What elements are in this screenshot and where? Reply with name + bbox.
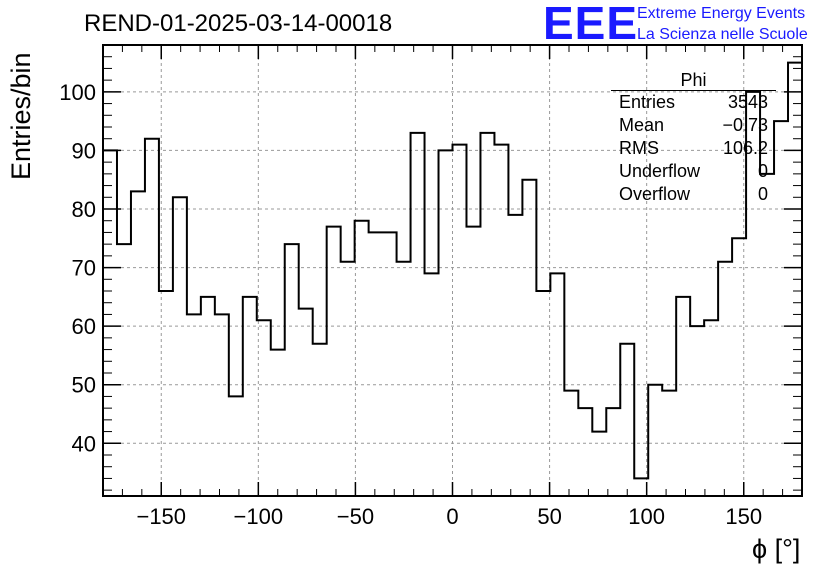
stats-row: RMS 106.2 <box>611 137 776 160</box>
y-tick-label: 80 <box>72 197 96 222</box>
x-tick-label: 50 <box>537 504 561 529</box>
stats-label: Underflow <box>619 161 701 181</box>
logo-subtitle-line2: La Scienza nelle Scuole <box>637 26 808 43</box>
logo-subtitle-line1: Extreme Energy Events <box>637 5 806 22</box>
stats-row: Mean −0.73 <box>611 114 776 137</box>
x-tick-labels: −150 −100 −50 0 50 100 150 <box>136 504 762 529</box>
x-tick-label: −150 <box>136 504 186 529</box>
axis-ticks <box>102 44 803 496</box>
stats-row: Overflow 0 <box>611 183 776 206</box>
stats-label: Mean <box>619 115 665 135</box>
stats-value: 0 <box>757 184 768 204</box>
stats-box: Phi Entries 3543 Mean −0.73 RMS 106.2 Under… <box>611 68 776 206</box>
run-title: REND-01-2025-03-14-00018 <box>84 10 393 37</box>
histogram-step-line <box>103 61 802 480</box>
y-tick-label: 50 <box>72 373 96 398</box>
eee-logo: EEE <box>543 0 639 49</box>
stats-value: 0 <box>757 161 768 181</box>
stats-value: −0.73 <box>722 115 768 135</box>
y-tick-label: 40 <box>72 431 96 456</box>
x-tick-label: −100 <box>234 504 284 529</box>
x-axis-label: ϕ [°] <box>752 534 801 564</box>
y-tick-label: 60 <box>72 314 96 339</box>
y-axis-label: Entries/bin <box>6 52 36 180</box>
x-tick-label: −50 <box>337 504 374 529</box>
stats-value: 106.2 <box>722 138 768 158</box>
x-tick-label: 100 <box>628 504 665 529</box>
y-tick-label: 90 <box>72 138 96 163</box>
x-tick-label: 0 <box>446 504 458 529</box>
stats-row: Entries 3543 <box>611 91 776 114</box>
stats-row: Underflow 0 <box>611 160 776 183</box>
stats-title: Phi <box>611 68 776 91</box>
stats-label: Overflow <box>619 184 691 204</box>
x-tick-label: 150 <box>725 504 762 529</box>
y-tick-label: 100 <box>59 80 96 105</box>
y-tick-label: 70 <box>72 256 96 281</box>
stats-label: Entries <box>619 92 676 112</box>
stats-label: RMS <box>619 138 659 158</box>
stats-value: 3543 <box>727 92 768 112</box>
y-tick-labels: 40 50 60 70 80 90 100 <box>59 80 96 456</box>
